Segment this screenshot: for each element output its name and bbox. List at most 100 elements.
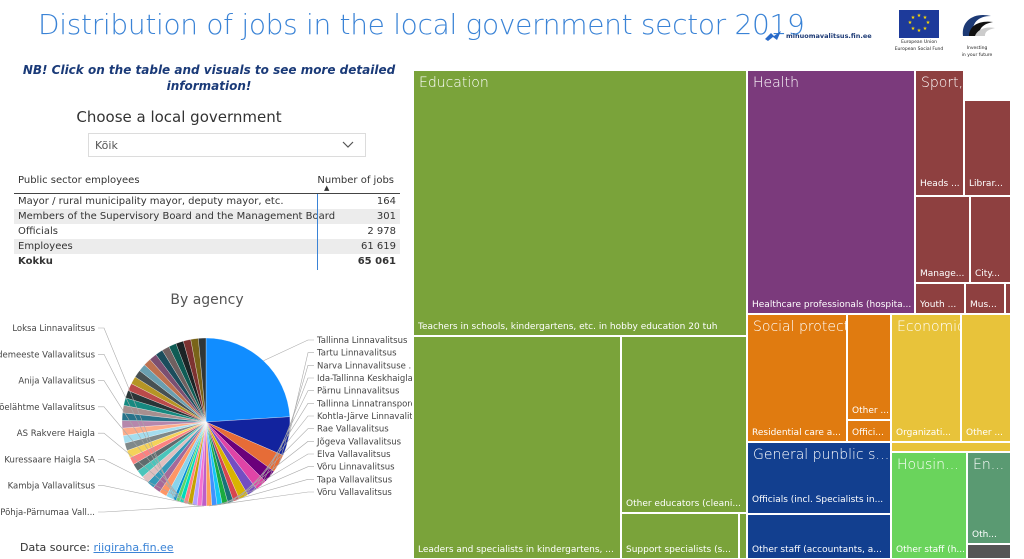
pie-label: Võru Linnavalitsus — [317, 463, 395, 473]
minuomavalitsus-icon — [765, 31, 781, 41]
treemap-tile-economic-small[interactable] — [891, 442, 1011, 452]
pie-label: Jõelähtme Vallavalitsus — [0, 403, 96, 413]
pie-label: Kambja Vallavalitsus — [8, 482, 96, 492]
svg-text:★: ★ — [923, 26, 928, 32]
svg-text:★: ★ — [917, 13, 922, 19]
pie-label: Tallinna Linnavalitsus — [316, 336, 408, 346]
table-row[interactable]: Mayor / rural municipality mayor, deputy… — [18, 196, 396, 207]
nb-note: NB! Click on the table and visuals to se… — [22, 63, 396, 93]
sort-up-icon[interactable]: ▲ — [324, 184, 330, 192]
eu-flag-icon: ★ ★ ★ ★ ★ ★ ★ ★ — [899, 10, 939, 38]
pie-label: Tartu Linnavalitsus — [316, 349, 397, 359]
pie-leader-line — [224, 453, 314, 505]
pie-leader-line — [98, 327, 175, 501]
pie-leader-line — [98, 505, 205, 513]
treemap-tile-sport-libraries[interactable]: Librar... — [964, 100, 1011, 196]
pie-label: Loksa Linnavalitsus — [12, 324, 95, 334]
pie-label: Tapa Vallavalitsus — [316, 475, 393, 485]
page-title: Distribution of jobs in the local govern… — [38, 8, 805, 41]
svg-text:★: ★ — [926, 20, 931, 26]
treemap-tile-education-small[interactable] — [739, 513, 747, 559]
treemap-tile-environment[interactable]: En... Oth... — [967, 452, 1011, 544]
treemap-tile-education-support[interactable]: Support specialists (s... — [621, 513, 739, 559]
pie-label: Põhja-Pärnumaa Vall... — [0, 508, 95, 518]
treemap-tile-sport-museums[interactable]: Mus... — [965, 283, 1005, 314]
logo-area: minuomavalitsus.fin.ee ★ ★ ★ ★ ★ ★ ★ ★ Europe… — [760, 6, 1020, 62]
treemap-tile-health[interactable]: Health Healthcare professionals (hospita… — [747, 70, 915, 314]
estonia-logo: Investing in your future — [950, 10, 1004, 62]
treemap-tile-social-protection[interactable]: Social protection Residential care a... — [747, 314, 847, 442]
minuomavalitsus-logo: minuomavalitsus.fin.ee — [764, 30, 872, 42]
pie-leader-line — [209, 491, 314, 507]
svg-text:★: ★ — [911, 26, 916, 32]
local-government-dropdown[interactable]: Kõik — [88, 133, 366, 157]
table-total-row[interactable]: Kokku 65 061 — [18, 256, 396, 267]
pie-label: Häädemeeste Vallavalitsus — [0, 350, 96, 360]
eu-logo: ★ ★ ★ ★ ★ ★ ★ ★ European Union European Socia… — [892, 10, 946, 62]
column-divider — [317, 194, 318, 270]
treemap-tile-economic-affairs[interactable]: Economic affairs Organizati... — [891, 314, 961, 442]
pie-label: Elva Vallavalitsus — [317, 450, 391, 460]
pie-label: Kuressaare Haigla SA — [4, 455, 95, 465]
treemap-tile-sport-heads[interactable]: Sport, cultu... Heads ... — [915, 70, 964, 196]
pie-leader-line — [98, 353, 179, 502]
pie-leader-line — [98, 432, 191, 505]
pie-leader-line — [219, 466, 314, 506]
pie-leader-line — [214, 479, 314, 506]
pie-leader-line — [98, 459, 195, 506]
pie-leader-line — [98, 380, 182, 503]
svg-text:★: ★ — [908, 20, 913, 26]
treemap-tile-social-officials[interactable]: Offici... — [847, 420, 891, 442]
treemap-tile-sport-city[interactable]: City... — [970, 196, 1011, 283]
pie-title: By agency — [170, 292, 244, 308]
pie-label: Anija Vallavalitsus — [18, 377, 95, 387]
treemap-tile-education-leaders[interactable]: Leaders and specialists in kindergartens… — [413, 336, 621, 559]
pie-leader-line — [230, 441, 314, 503]
pie-label: Rae Vallavalitsus — [317, 425, 389, 435]
svg-text:★: ★ — [911, 15, 916, 21]
filter-label: Choose a local government — [76, 108, 282, 126]
pie-leader-line — [98, 406, 186, 504]
dropdown-value: Kõik — [95, 139, 118, 152]
svg-text:★: ★ — [923, 15, 928, 21]
data-source: Data source: riigiraha.fin.ee — [20, 541, 174, 554]
treemap-tile-general-public-services[interactable]: General punblic serv... Officials (incl.… — [747, 442, 891, 514]
treemap-tile-other-small[interactable] — [967, 544, 1011, 559]
pie-label: Pärnu Linnavalitsus — [317, 387, 400, 397]
sector-treemap[interactable]: Education Teachers in schools, kindergar… — [413, 70, 1011, 559]
pie-label: AS Rakvere Haigla — [17, 429, 95, 439]
table-row[interactable]: Employees 61 619 — [14, 239, 400, 254]
table-header: Public sector employees ▲ Number of jobs — [14, 170, 400, 194]
source-link[interactable]: riigiraha.fin.ee — [93, 541, 174, 554]
chevron-down-icon — [342, 141, 354, 148]
treemap-tile-sport-small[interactable] — [1005, 283, 1011, 314]
pie-leader-line — [278, 365, 314, 464]
treemap-tile-social-other[interactable]: Other ... — [847, 314, 891, 420]
pie-label: Jõgeva Vallavalitsus — [316, 437, 402, 447]
pie-leader-line — [98, 485, 200, 507]
jobs-table[interactable]: Public sector employees ▲ Number of jobs… — [14, 170, 400, 270]
table-row[interactable]: Members of the Supervisory Board and the… — [14, 209, 400, 224]
pie-leader-line — [260, 390, 314, 486]
treemap-tile-education-other[interactable]: Other educators (cleani... — [621, 336, 747, 513]
agency-pie-chart[interactable]: Tallinna Linnavalitsus Tartu Linnavalitsu… — [0, 312, 412, 530]
treemap-tile-sport-youth[interactable]: Youth ... — [915, 283, 965, 314]
pie-label: Kohtla-Järve Linnavalitsus — [317, 412, 412, 422]
pie-leader-line — [263, 339, 314, 362]
treemap-tile-sport-management[interactable]: Manage... — [915, 196, 970, 283]
pie-leader-line — [236, 428, 314, 501]
column-header-employees[interactable]: Public sector employees — [18, 175, 140, 186]
pie-slice[interactable] — [198, 337, 207, 423]
treemap-tile-general-other-staff[interactable]: Other staff (accountants, a... — [747, 514, 891, 559]
pie-label: Ida-Tallinna Keskhaigla... — [317, 374, 412, 384]
treemap-tile-economic-other[interactable]: Other ... — [961, 314, 1011, 442]
svg-text:★: ★ — [917, 28, 922, 34]
table-row[interactable]: Officials 2 978 — [18, 226, 396, 237]
treemap-tile-housing[interactable]: Housing ... Other staff (h... — [891, 452, 967, 559]
column-header-jobs[interactable]: Number of jobs — [317, 175, 394, 186]
pie-label: Narva Linnavalitsuse ... — [317, 361, 412, 371]
treemap-tile-education[interactable]: Education Teachers in schools, kindergar… — [413, 70, 747, 336]
pie-label: Tallinna Linnatranspordi AS — [316, 399, 412, 409]
pie-slice[interactable] — [205, 337, 290, 423]
pie-leader-line — [243, 415, 314, 498]
